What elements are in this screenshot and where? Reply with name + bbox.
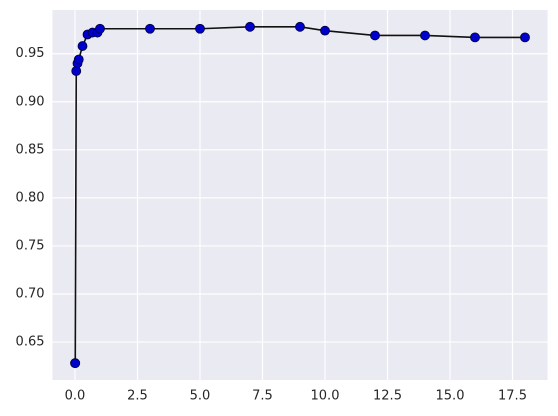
marker: [370, 30, 380, 41]
y-tick-label: 0.70: [16, 286, 45, 301]
x-tick-label: 17.5: [498, 389, 527, 404]
marker: [195, 23, 205, 34]
marker: [470, 32, 480, 43]
x-tick-label: 15.0: [436, 389, 465, 404]
y-tick-label: 0.85: [16, 142, 45, 157]
marker: [73, 54, 84, 65]
marker: [295, 21, 305, 32]
y-tick-label: 0.75: [16, 238, 45, 253]
x-tick-label: 0.0: [65, 389, 86, 404]
x-tick-label: 12.5: [373, 389, 402, 404]
y-tick-label: 0.80: [16, 190, 45, 205]
marker: [70, 358, 81, 369]
x-tick-label: 10.0: [311, 389, 340, 404]
marker: [77, 41, 88, 51]
x-tick-label: 7.5: [252, 389, 273, 404]
marker: [245, 21, 255, 32]
y-tick-label: 0.65: [16, 335, 45, 350]
x-tick-label: 5.0: [190, 389, 211, 404]
marker: [145, 23, 155, 34]
marker: [520, 32, 530, 43]
y-tick-label: 0.90: [16, 94, 45, 109]
marker: [420, 30, 430, 41]
marker: [320, 25, 330, 36]
plot-area: [52, 10, 548, 380]
y-tick-label: 0.95: [16, 46, 45, 61]
marker: [95, 23, 105, 34]
x-tick-label: 2.5: [127, 389, 148, 404]
